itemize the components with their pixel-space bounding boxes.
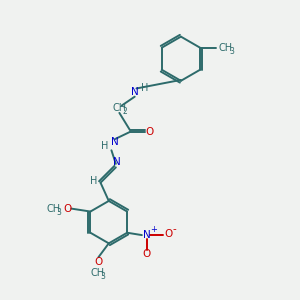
Text: CH: CH	[219, 43, 233, 53]
Text: O: O	[63, 204, 72, 214]
Text: H: H	[90, 176, 98, 186]
Text: H: H	[101, 142, 109, 152]
Text: CH: CH	[112, 103, 126, 112]
Text: O: O	[143, 249, 151, 259]
Text: N: N	[143, 230, 151, 240]
Text: N: N	[131, 87, 139, 97]
Text: 3: 3	[101, 272, 106, 281]
Text: 3: 3	[229, 47, 234, 56]
Text: CH: CH	[46, 204, 61, 214]
Text: O: O	[164, 229, 172, 238]
Text: N: N	[113, 158, 121, 167]
Text: H: H	[141, 83, 148, 93]
Text: O: O	[146, 127, 154, 137]
Text: N: N	[111, 137, 119, 147]
Text: CH: CH	[91, 268, 105, 278]
Text: O: O	[94, 256, 103, 267]
Text: -: -	[172, 224, 176, 234]
Text: 3: 3	[56, 208, 61, 217]
Text: 2: 2	[122, 107, 127, 116]
Text: +: +	[150, 225, 157, 234]
